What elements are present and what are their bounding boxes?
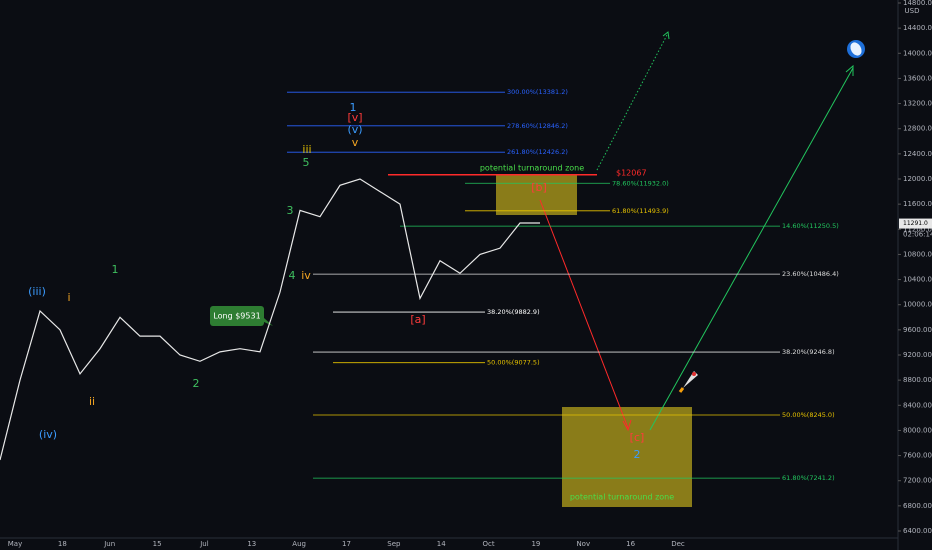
x-tick-label: Oct bbox=[483, 540, 495, 548]
x-tick-label: Sep bbox=[387, 540, 401, 548]
wave-label: (iii) bbox=[28, 285, 46, 298]
y-tick-label: 13200.00 bbox=[903, 100, 932, 108]
fib-label: 300.00%(13381.2) bbox=[507, 88, 568, 96]
y-tick-label: 8400.00 bbox=[903, 401, 932, 409]
x-tick-label: May bbox=[8, 540, 22, 548]
wave-label: 2 bbox=[193, 377, 200, 390]
wave-label: 1 bbox=[350, 101, 357, 114]
callout-box bbox=[210, 306, 264, 326]
fib-label: 38.20%(9882.9) bbox=[487, 308, 540, 316]
wave-label: 2 bbox=[634, 448, 641, 461]
down-arrow bbox=[539, 199, 629, 429]
x-tick-label: 15 bbox=[153, 540, 162, 548]
dotted-arrow bbox=[596, 32, 669, 171]
y-tick-label: 6800.00 bbox=[903, 502, 932, 510]
y-tick-label: 14400.00 bbox=[903, 24, 932, 32]
wave-label: 5 bbox=[303, 156, 310, 169]
wave-label: iii bbox=[302, 143, 311, 156]
y-tick-label: 9200.00 bbox=[903, 351, 932, 359]
last-price-box bbox=[899, 218, 932, 229]
y-tick-label: 11600.00 bbox=[903, 200, 932, 208]
y-tick-label: 12400.00 bbox=[903, 150, 932, 158]
countdown: 02:06:14 bbox=[903, 231, 932, 239]
fib-label: 278.60%(12846.2) bbox=[507, 122, 568, 130]
fib-label: 61.80%(11493.9) bbox=[612, 207, 669, 215]
last-price-label: 11291.0 bbox=[903, 220, 928, 227]
y-tick-label: 9600.00 bbox=[903, 326, 932, 334]
x-tick-label: 13 bbox=[247, 540, 256, 548]
zone-label: potential turnaround zone bbox=[570, 493, 674, 502]
y-tick-label: 7600.00 bbox=[903, 452, 932, 460]
y-tick-label: 10800.00 bbox=[903, 250, 932, 258]
wave-label: [v] bbox=[347, 111, 362, 124]
x-tick-label: 16 bbox=[626, 540, 635, 548]
wave-label: (iv) bbox=[39, 428, 57, 441]
y-tick-label: 10400.00 bbox=[903, 276, 932, 284]
y-tick-label: 8800.00 bbox=[903, 376, 932, 384]
x-tick-label: 18 bbox=[58, 540, 67, 548]
fib-label: 261.80%(12426.2) bbox=[507, 148, 568, 156]
currency-label: USD bbox=[905, 7, 920, 15]
fib-label: 50.00%(8245.0) bbox=[782, 411, 835, 419]
wave-label: [b] bbox=[531, 181, 547, 194]
x-tick-label: 19 bbox=[531, 540, 540, 548]
wave-label: v bbox=[352, 136, 359, 149]
lower-zone bbox=[562, 407, 692, 507]
y-tick-label: 14000.00 bbox=[903, 49, 932, 57]
y-tick-label: 11200.00 bbox=[903, 225, 932, 233]
wave-label: 3 bbox=[287, 204, 294, 217]
x-tick-label: Jul bbox=[199, 540, 209, 548]
y-tick-label: 8000.00 bbox=[903, 426, 932, 434]
fib-label: 14.60%(11250.5) bbox=[782, 222, 839, 230]
upper-zone bbox=[496, 174, 577, 215]
callout-text: Long $9531 bbox=[213, 312, 260, 321]
price-line bbox=[0, 178, 540, 461]
wave-label: 1 bbox=[112, 263, 119, 276]
y-tick-label: 12000.00 bbox=[903, 175, 932, 183]
wave-label: (v) bbox=[347, 123, 362, 136]
y-tick-label: 6400.00 bbox=[903, 527, 932, 535]
wave-label: 4 bbox=[289, 269, 296, 282]
rocket-icon bbox=[678, 371, 698, 393]
wave-label: [c] bbox=[630, 431, 645, 444]
fib-label: 23.60%(10486.4) bbox=[782, 270, 839, 278]
callout-pointer bbox=[264, 318, 273, 326]
fib-label: 38.20%(9246.8) bbox=[782, 348, 835, 356]
x-tick-label: Nov bbox=[576, 540, 590, 548]
fib-label: 78.60%(11932.0) bbox=[612, 179, 669, 187]
x-tick-label: 17 bbox=[342, 540, 351, 548]
y-tick-label: 10000.00 bbox=[903, 301, 932, 309]
x-tick-label: Aug bbox=[292, 540, 306, 548]
up-arrow-head bbox=[845, 64, 854, 76]
x-tick-label: Jun bbox=[103, 540, 115, 548]
dotted-arrow-head bbox=[662, 31, 670, 40]
wave-label: ii bbox=[89, 395, 95, 408]
y-tick-label: 12800.00 bbox=[903, 125, 932, 133]
x-tick-label: 14 bbox=[437, 540, 446, 548]
zone-label: potential turnaround zone bbox=[480, 164, 584, 173]
y-tick-label: 7200.00 bbox=[903, 477, 932, 485]
wave-label: i bbox=[67, 291, 70, 304]
fib-label: 61.80%(7241.2) bbox=[782, 474, 835, 482]
y-tick-label: 13600.00 bbox=[903, 74, 932, 82]
up-arrow bbox=[649, 67, 854, 431]
planet-icon bbox=[847, 40, 865, 58]
wave-label: iv bbox=[301, 269, 311, 282]
fib-label: 50.00%(9077.5) bbox=[487, 359, 540, 367]
down-arrow-head bbox=[622, 419, 632, 432]
resistance-label: $12067 bbox=[616, 168, 647, 177]
wave-label: [a] bbox=[410, 313, 425, 326]
x-tick-label: Dec bbox=[671, 540, 685, 548]
y-tick-label: 14800.00 bbox=[903, 0, 932, 7]
